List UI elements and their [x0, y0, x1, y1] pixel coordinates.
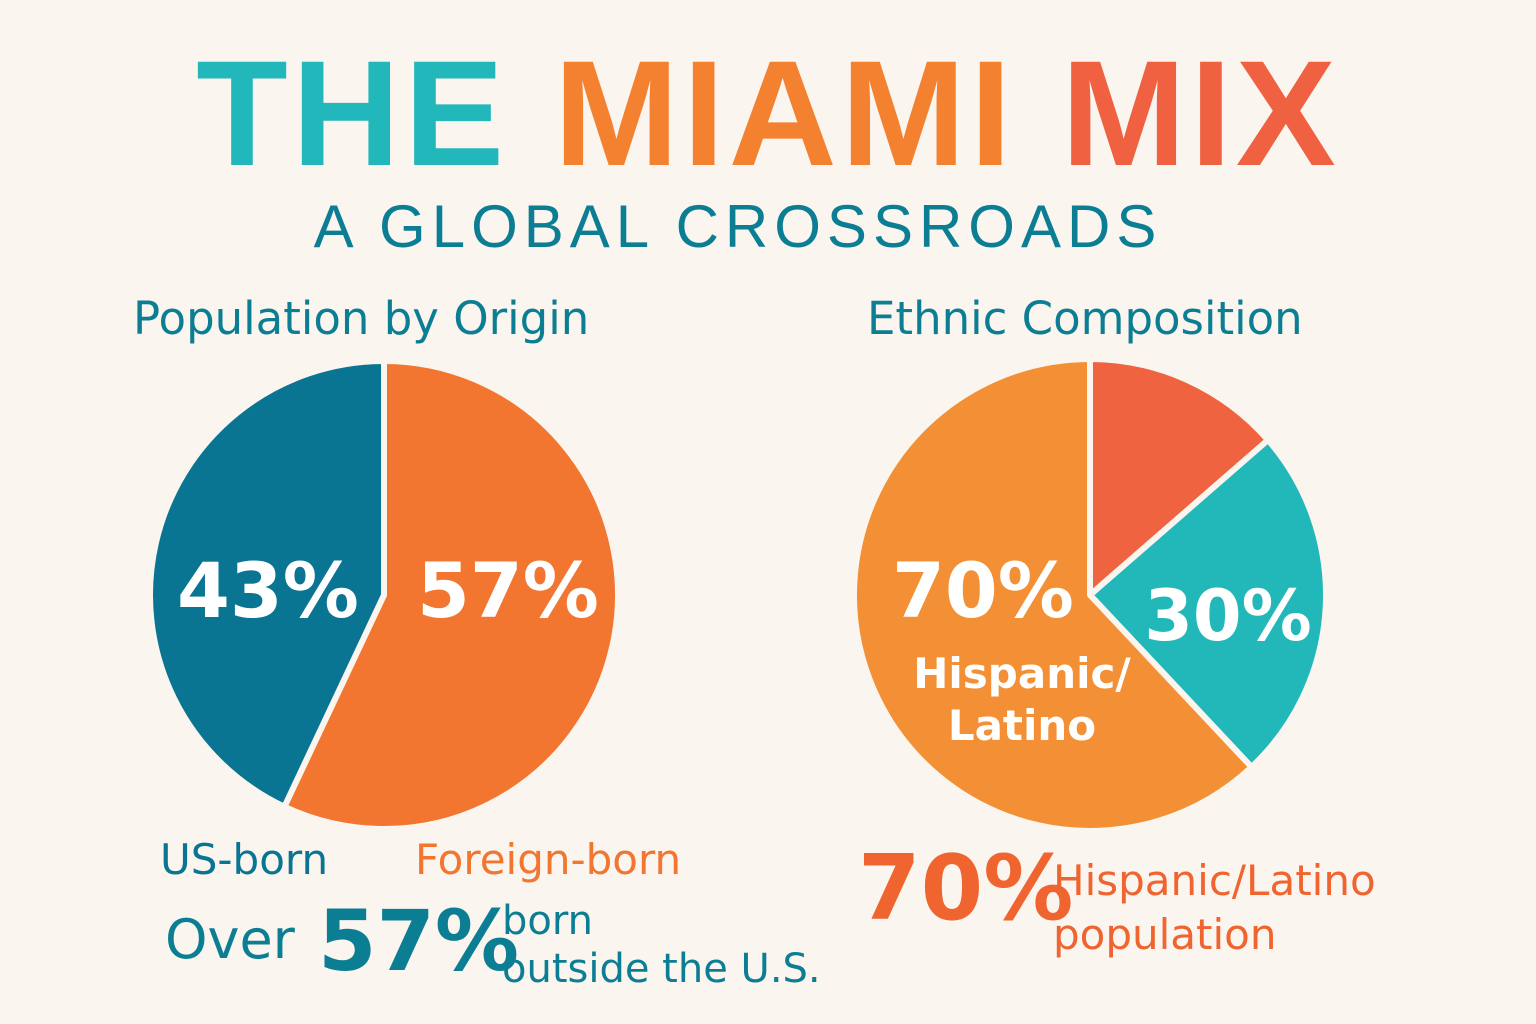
callout-population: population — [1053, 910, 1277, 959]
slice-label-foreign-born: 57% — [417, 546, 599, 635]
chart-title-origin: Population by Origin — [133, 292, 590, 345]
callout-57-value: 57% — [318, 892, 520, 990]
callout-outside: outside the U.S. — [502, 946, 821, 992]
slice-label-30: 30% — [1144, 575, 1312, 657]
legend-us-born: US-born — [160, 835, 329, 884]
legend-foreign-born: Foreign-born — [415, 835, 682, 884]
slice-label-hispanic: 70% — [892, 546, 1074, 635]
pie-slice-2 — [850, 356, 1255, 834]
callout-over: Over — [165, 908, 295, 971]
page-title: THE MIAMI MIX — [0, 38, 1536, 188]
title-word: MIAMI — [553, 29, 1016, 197]
pie-slice-1 — [1087, 437, 1329, 771]
slice-label-us-born: 43% — [177, 546, 359, 635]
title-word: THE — [196, 29, 509, 197]
pie-slice-1 — [147, 358, 387, 810]
callout-70-value: 70% — [858, 836, 1074, 941]
pie-origin — [147, 358, 621, 832]
pie-slice-0 — [1087, 356, 1271, 598]
pie-ethnic — [850, 356, 1329, 834]
slice-sublabel-hispanic-2: Latino — [948, 701, 1096, 750]
page-subtitle: A GLOBAL CROSSROADS — [313, 193, 1163, 260]
callout-hispanic-latino: Hispanic/Latino — [1053, 856, 1376, 905]
pie-slice-0 — [281, 358, 621, 832]
title-word: MIX — [1061, 29, 1340, 197]
chart-title-ethnic: Ethnic Composition — [867, 292, 1303, 345]
slice-sublabel-hispanic-1: Hispanic/ — [913, 649, 1131, 698]
callout-born: born — [502, 898, 593, 944]
